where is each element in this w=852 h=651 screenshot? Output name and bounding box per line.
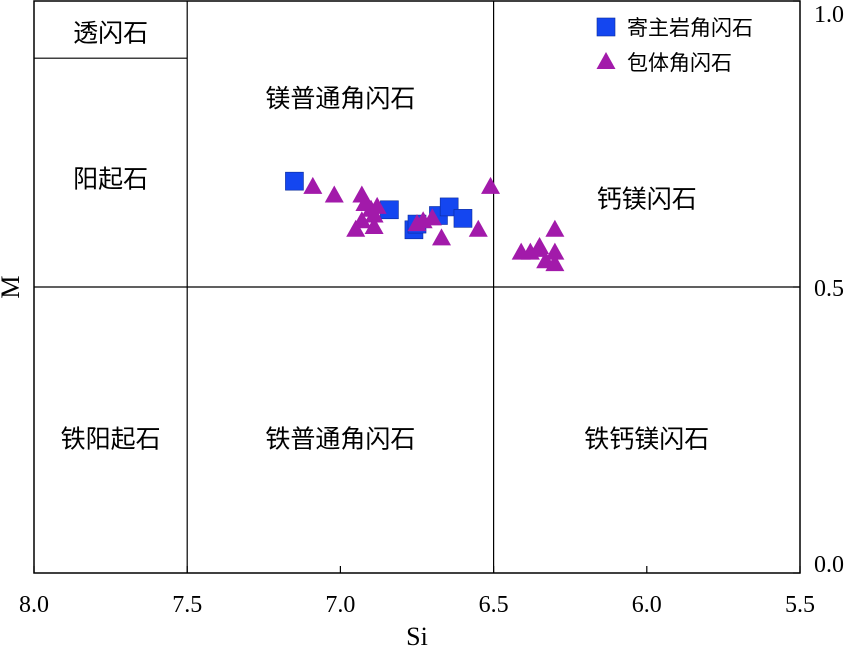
field-boundaries (34, 1, 800, 573)
triangle-point (364, 216, 384, 234)
field-label-actinolite: 阳起石 (73, 164, 148, 193)
triangle-point (364, 205, 384, 223)
x-tick-label: 8.0 (19, 592, 49, 618)
x-tick-label: 7.5 (172, 592, 202, 618)
triangle-point (468, 219, 488, 237)
y-axis-title: M (0, 275, 25, 298)
y-tick-label: 0.0 (814, 552, 844, 578)
field-label-ferro_hornblende: 铁普通角闪石 (265, 425, 415, 454)
triangle-point (530, 236, 550, 254)
series-enclave (303, 176, 565, 272)
x-axis-title: Si (406, 622, 428, 651)
field-label-ferro_actinolite: 铁阳起石 (61, 425, 161, 454)
triangle-point (346, 219, 366, 237)
triangle-point (481, 176, 501, 194)
triangle-point (303, 176, 323, 194)
triangle-point (422, 208, 442, 226)
field-label-ferro_tschermakite: 铁钙镁闪石 (584, 425, 709, 454)
x-tick-label: 7.0 (325, 592, 355, 618)
triangle-point (545, 254, 565, 272)
triangle-point (367, 196, 387, 214)
x-tick-label: 6.0 (632, 592, 662, 618)
x-tick-label: 5.5 (785, 592, 815, 618)
square-point (285, 171, 304, 191)
data-points (285, 171, 565, 272)
y-axis-ticks: 0.0 0.5 1.0 (793, 0, 844, 578)
field-label-tschermakite: 钙镁闪石 (597, 184, 697, 213)
legend-label: 包体角闪石 (627, 51, 732, 75)
x-tick-label: 6.5 (479, 592, 509, 618)
y-tick-label: 0.5 (814, 276, 844, 302)
field-label-tremolite: 透闪石 (73, 18, 148, 47)
field-label-mg_hornblende: 镁普通角闪石 (265, 84, 415, 113)
legend-marker (596, 52, 616, 69)
legend-marker (596, 17, 616, 37)
legend-label: 寄主岩角闪石 (627, 16, 753, 40)
triangle-point (545, 219, 565, 237)
y-tick-label: 1.0 (814, 2, 844, 28)
triangle-point (545, 242, 565, 260)
triangle-point (432, 228, 452, 246)
x-axis-ticks: 8.0 7.5 7.0 6.5 6.0 5.5 (19, 566, 815, 618)
triangle-point (324, 185, 344, 203)
square-point (453, 209, 473, 228)
